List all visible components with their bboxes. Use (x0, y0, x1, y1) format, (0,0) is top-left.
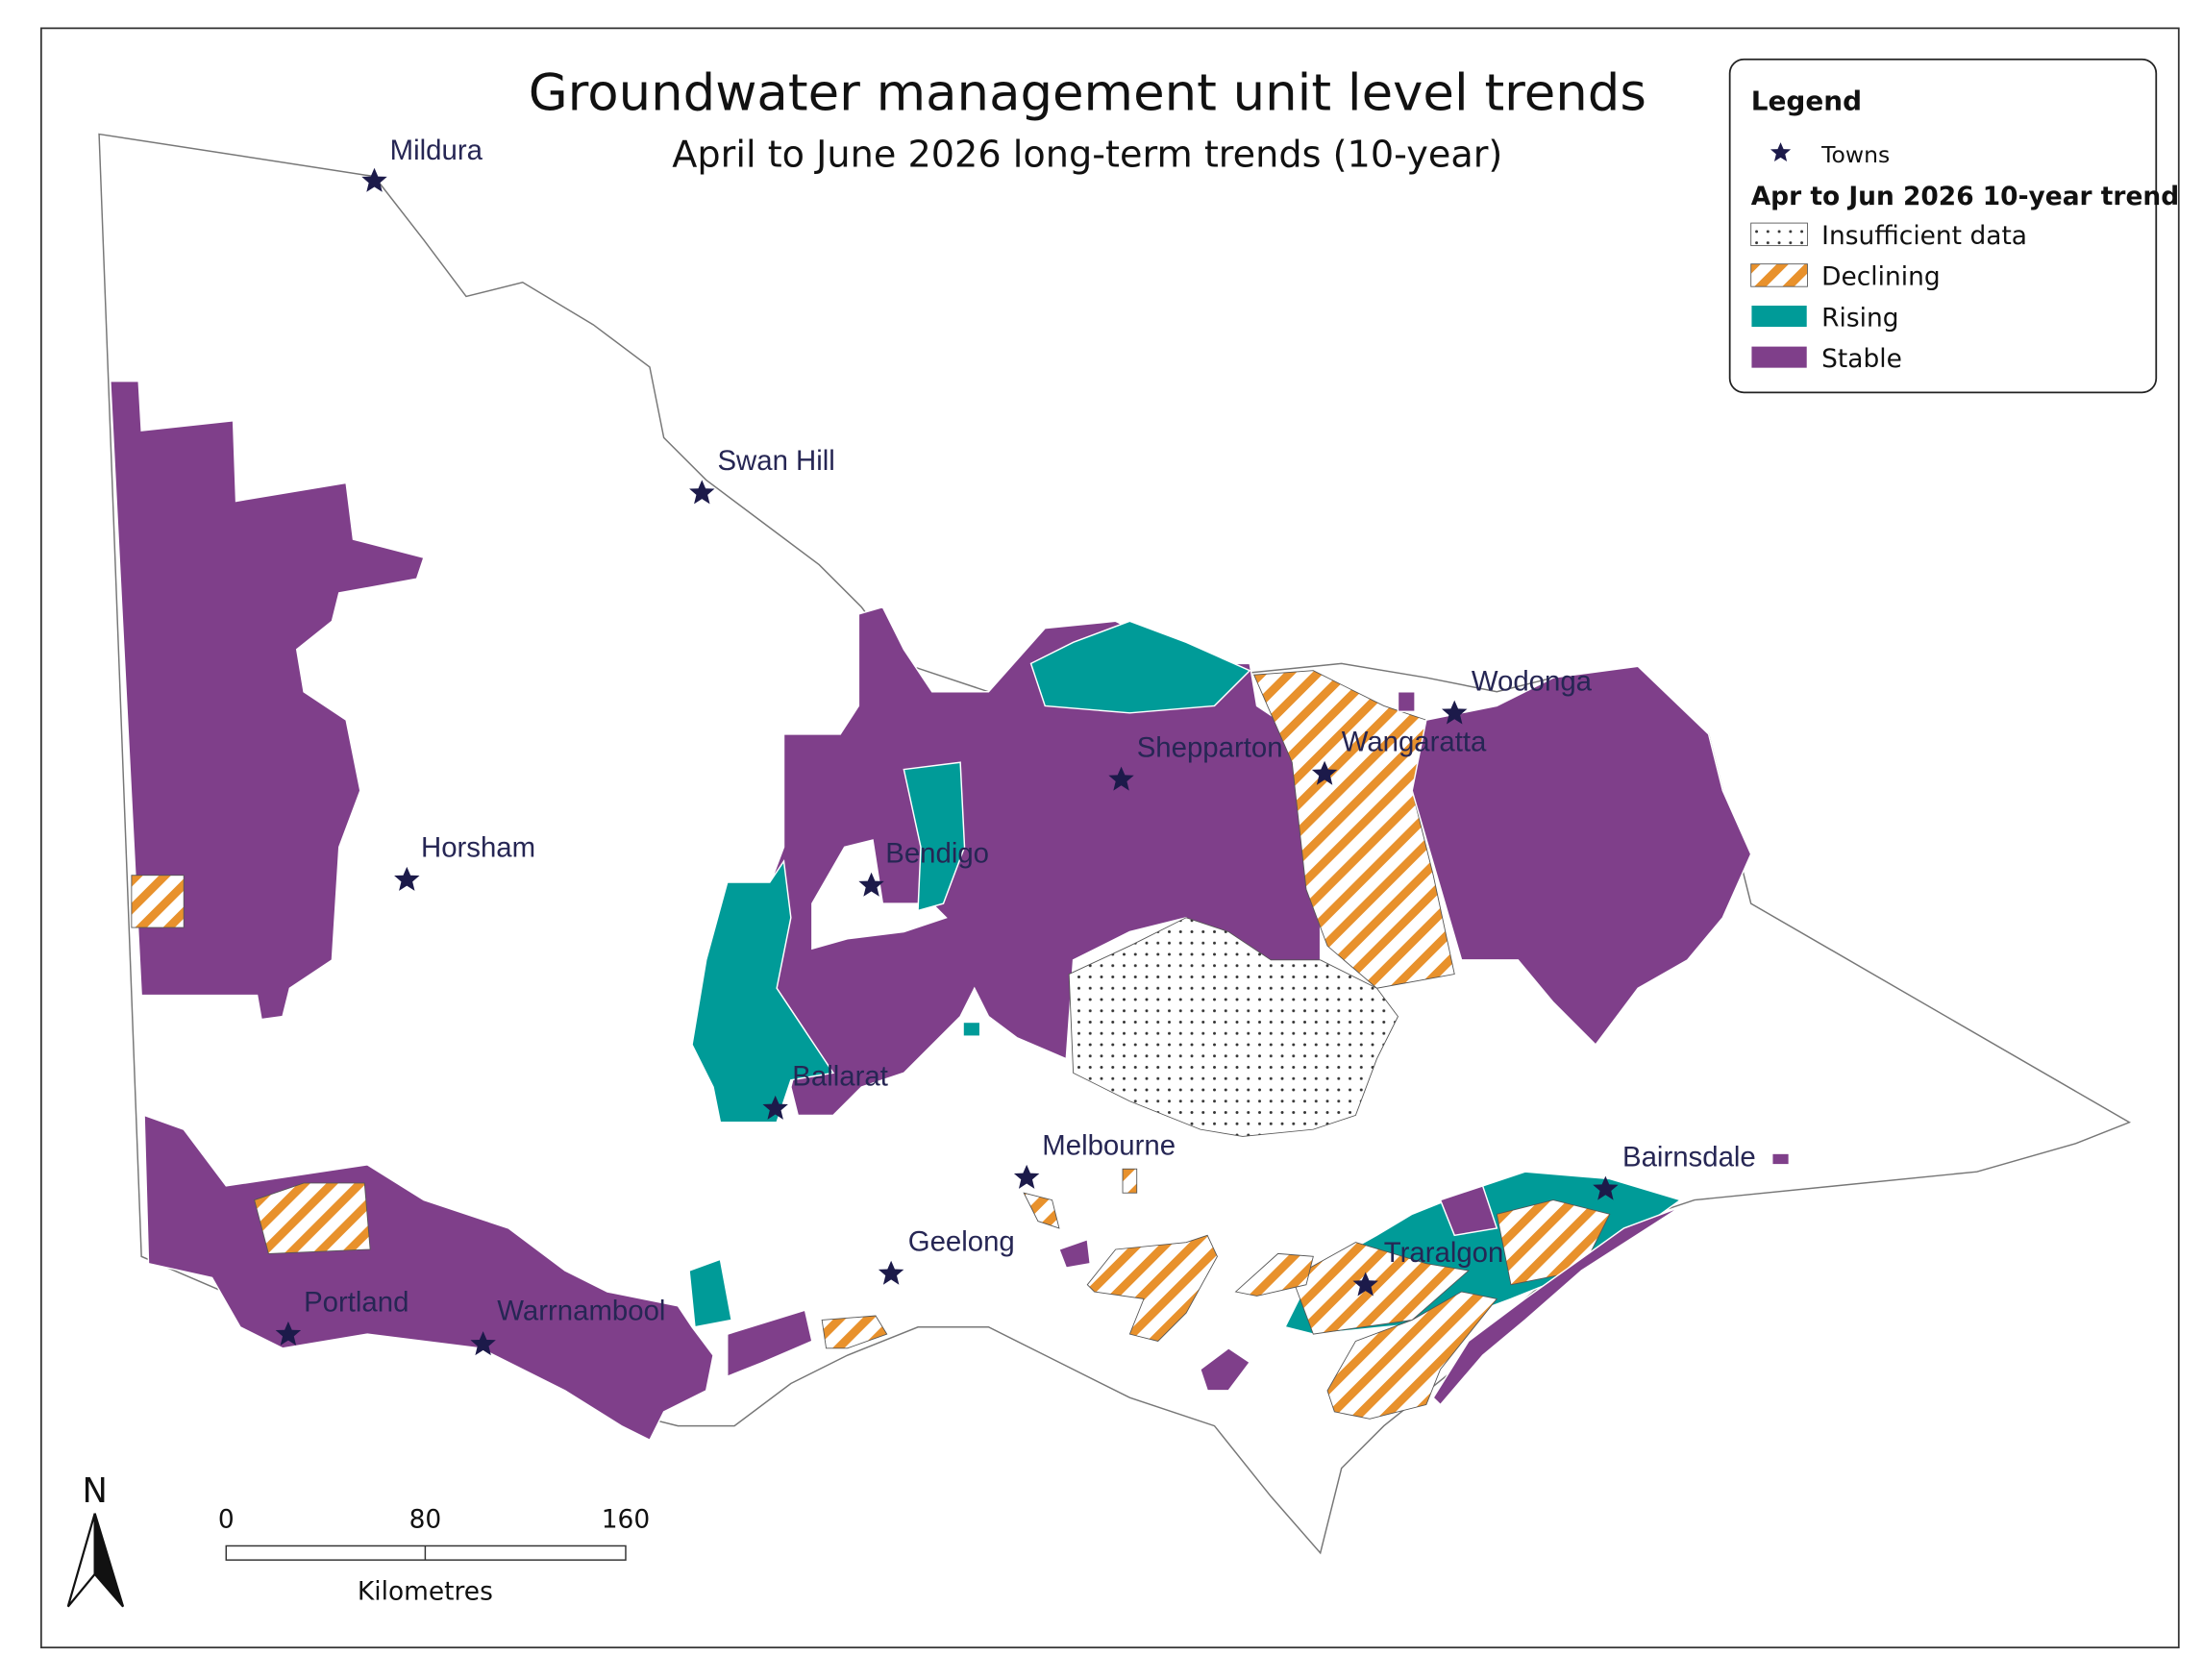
north-arrow-right (93, 1513, 125, 1608)
scale-unit: Kilometres (358, 1576, 493, 1606)
legend-swatch (1749, 345, 1809, 370)
north-arrow: N (66, 1471, 125, 1608)
scale-bar: 0 80 160 Kilometres (218, 1504, 650, 1606)
towns: Mildura Swan Hill Horsham Bendigo Sheppa… (275, 135, 1756, 1356)
insufficient-data-region (1068, 917, 1399, 1137)
stable-region (110, 380, 425, 1021)
town-label: Melbourne (1042, 1130, 1176, 1162)
legend-box (1728, 58, 2158, 394)
scale-tick-label: 80 (409, 1504, 442, 1534)
legend-label: Declining (1821, 262, 1941, 292)
declining-region (1234, 1252, 1314, 1297)
stable-region (1432, 1206, 1681, 1406)
rising-region (962, 1021, 981, 1037)
legend-label: Insufficient data (1821, 221, 2027, 251)
town-label: Mildura (390, 135, 483, 166)
map-title: Groundwater management unit level trends (529, 64, 1646, 123)
stable-region (727, 1309, 813, 1378)
legend-swatch (1749, 304, 1809, 329)
town-label: Warrnambool (497, 1295, 665, 1326)
legend-swatch (1750, 222, 1808, 247)
legend-label: Stable (1821, 344, 1902, 374)
stable-region (1411, 665, 1752, 1047)
unassessed-area (811, 839, 948, 951)
stable-region (1057, 1238, 1092, 1269)
declining-region (131, 875, 185, 928)
scale-tick-label: 160 (602, 1504, 650, 1534)
stable-region (1770, 1152, 1791, 1166)
rising-region (691, 858, 835, 1124)
map-subtitle: April to June 2026 long-term trends (10-… (672, 134, 1502, 176)
rising-region (1029, 620, 1251, 714)
legend-swatch (1750, 263, 1808, 287)
declining-region (254, 1182, 371, 1254)
town-label: Traralgon (1384, 1237, 1504, 1269)
declining-region (1252, 670, 1455, 989)
legend: Legend Towns Apr to Jun 2026 10-year tre… (1728, 58, 2179, 394)
legend-subtitle: Apr to Jun 2026 10-year trend (1751, 182, 2179, 211)
town-label: Bendigo (885, 838, 989, 870)
legend-town-label: Towns (1820, 141, 1890, 168)
declining-region (1326, 1291, 1498, 1420)
stable-region (1439, 1184, 1498, 1237)
legend-title: Legend (1751, 86, 1862, 117)
declining-region (1086, 1234, 1218, 1342)
town-label: Ballarat (792, 1061, 888, 1093)
town-label: Shepparton (1137, 731, 1283, 763)
town-label: Wangaratta (1342, 726, 1487, 757)
town-label: Geelong (908, 1225, 1015, 1257)
stable-region (1397, 691, 1416, 713)
town-label: Swan Hill (717, 445, 834, 477)
declining-region (1122, 1168, 1138, 1194)
town-label: Horsham (421, 832, 535, 864)
rising-region (903, 761, 966, 912)
declining-region (1023, 1192, 1060, 1229)
town-label: Bairnsdale (1622, 1141, 1756, 1173)
stable-region (1199, 1346, 1251, 1392)
declining-region (1291, 1242, 1470, 1335)
scale-tick-label: 0 (218, 1504, 235, 1534)
north-label: N (82, 1471, 107, 1511)
legend-label: Rising (1821, 303, 1898, 333)
town-label: Wodonga (1472, 665, 1593, 697)
rising-region (688, 1258, 733, 1328)
town-label: Portland (304, 1287, 408, 1319)
declining-region (821, 1315, 888, 1349)
